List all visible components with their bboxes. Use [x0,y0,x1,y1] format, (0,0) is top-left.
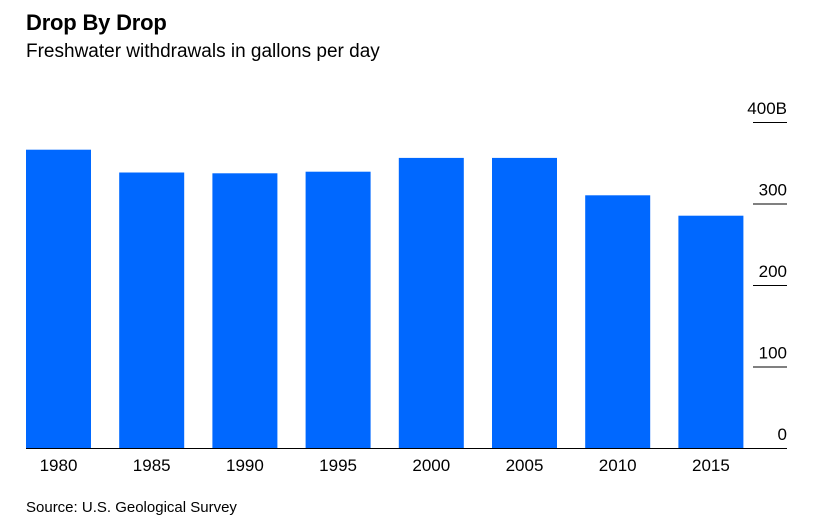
x-tick-label-2015: 2015 [692,456,730,475]
bar-1995 [305,171,371,448]
bars-layer [26,149,744,449]
x-tick-label-2010: 2010 [599,456,637,475]
y-axis: 0 100 200 300 400B [747,99,787,444]
x-tick-label-1980: 1980 [40,456,78,475]
bar-2015 [678,215,744,448]
bar-2010 [585,195,651,448]
y-tick-label-200: 200 [759,262,787,281]
x-axis: 1980 1985 1990 1995 2000 2005 2010 2015 [26,448,787,475]
y-tick-label-0: 0 [778,425,787,444]
bar-1985 [119,172,185,448]
source-note: Source: U.S. Geological Survey [26,499,237,516]
chart-subtitle: Freshwater withdrawals in gallons per da… [26,41,380,62]
bar-1990 [212,173,278,449]
y-tick-label-100: 100 [759,344,787,363]
x-tick-label-2000: 2000 [412,456,450,475]
bar-2000 [398,157,464,448]
x-tick-label-1995: 1995 [319,456,357,475]
y-tick-label-300: 300 [759,181,787,200]
chart-title: Drop By Drop [26,10,167,35]
x-tick-label-1990: 1990 [226,456,264,475]
x-tick-label-2005: 2005 [506,456,544,475]
x-tick-label-1985: 1985 [133,456,171,475]
y-tick-label-400: 400B [747,99,787,118]
bar-2005 [492,157,557,448]
bar-1980 [26,149,91,448]
